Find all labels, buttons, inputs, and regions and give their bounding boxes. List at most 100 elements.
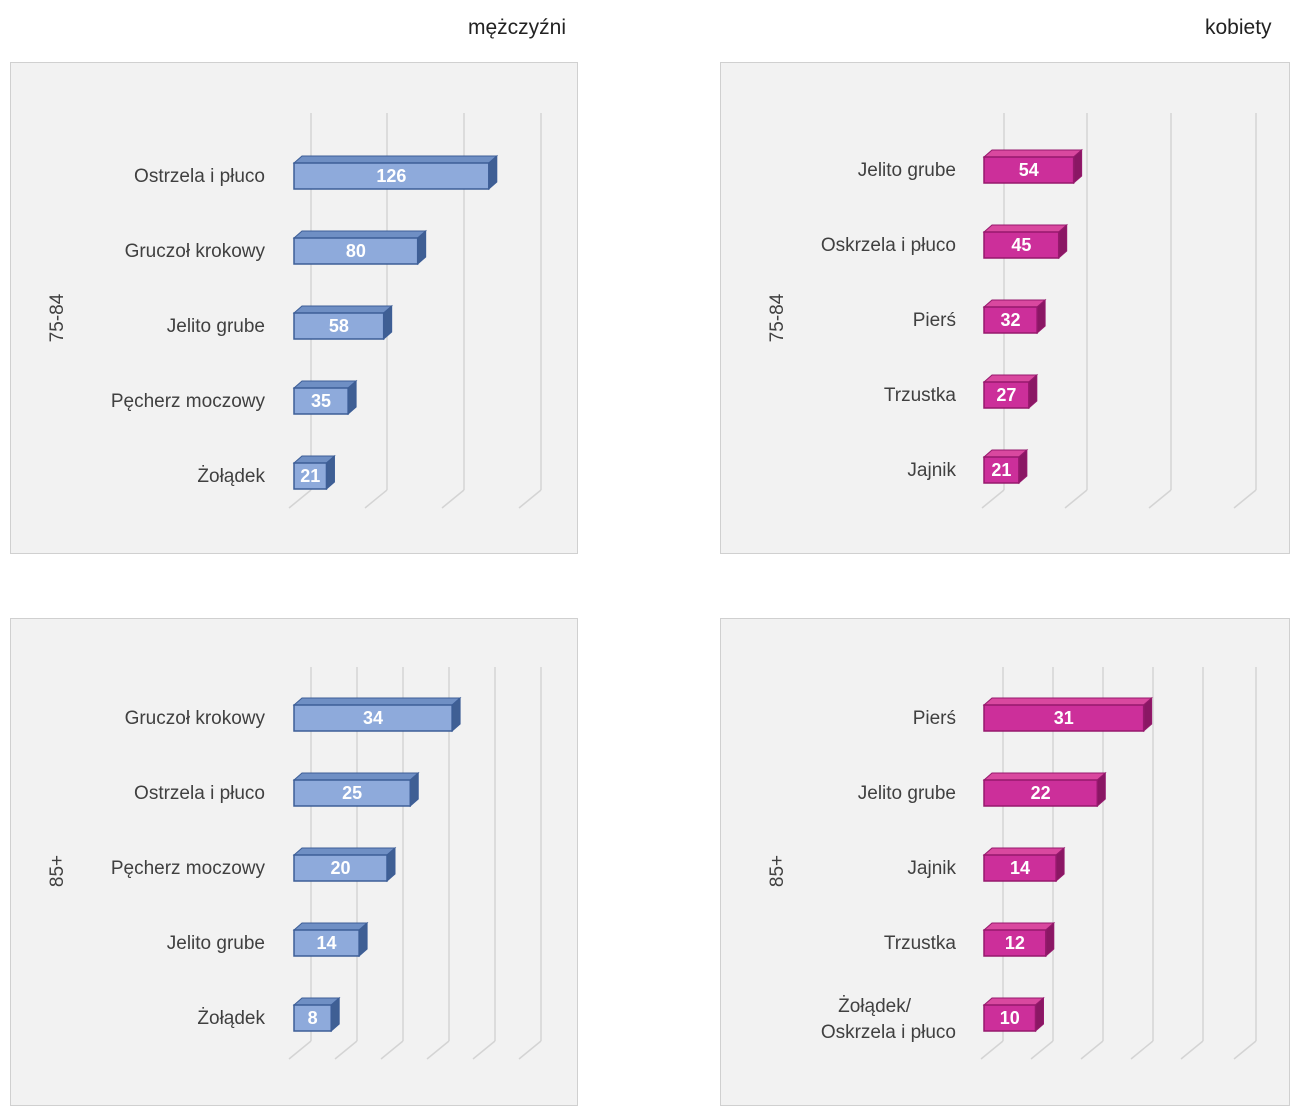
- gridline-floor: [1064, 489, 1088, 509]
- data-label: 45: [1011, 235, 1031, 255]
- data-label: 54: [1019, 160, 1039, 180]
- category-label: Jelito grube: [858, 783, 956, 804]
- bar-top: [292, 697, 462, 706]
- bar-top: [982, 772, 1107, 781]
- bar: [292, 696, 462, 733]
- data-label: 126: [376, 166, 406, 186]
- data-label: 27: [996, 385, 1016, 405]
- data-label: 14: [317, 933, 337, 953]
- data-label: 21: [991, 460, 1011, 480]
- category-label: Jelito grube: [167, 933, 265, 954]
- bar-front: [983, 231, 1060, 259]
- data-label: 34: [363, 708, 383, 728]
- category-label: Żołądek/Oskrzela i płuco: [821, 996, 956, 1043]
- chart-women-85plus: 85+ 31 Pierś 22 Jelito grube 14 Jajnik 12 Trzust…: [720, 618, 1290, 1106]
- category-label: Żołądek: [197, 1008, 265, 1029]
- bar-front: [983, 456, 1020, 484]
- data-label: 12: [1005, 933, 1025, 953]
- data-label: 31: [1054, 708, 1074, 728]
- gridline-floor: [980, 1040, 1004, 1060]
- bar-front: [983, 854, 1057, 882]
- bar-front: [983, 381, 1030, 409]
- data-label: 80: [346, 241, 366, 261]
- bar: [982, 148, 1083, 185]
- header-men: mężczyźni: [468, 16, 567, 39]
- data-label: 58: [329, 316, 349, 336]
- bar-top: [292, 772, 420, 781]
- gridline-floor: [426, 1040, 450, 1060]
- data-label: 10: [1000, 1008, 1020, 1028]
- bar: [982, 223, 1069, 260]
- category-label: Pęcherz moczowy: [111, 858, 266, 879]
- bar-top: [982, 997, 1045, 1006]
- bar: [292, 154, 499, 191]
- bar: [982, 298, 1047, 335]
- bar-front: [983, 704, 1145, 732]
- category-label: Pierś: [913, 708, 956, 729]
- bar-top: [292, 155, 499, 164]
- data-label: 35: [311, 391, 331, 411]
- gridline-floor: [334, 1040, 358, 1060]
- bar-front: [293, 704, 453, 732]
- gridline-floor: [472, 1040, 496, 1060]
- age-group-label: 85+: [47, 855, 68, 887]
- gridline-floor: [1233, 1040, 1257, 1060]
- chart-men-75-84: 75-84 126 Ostrzela i płuco 80 Gruczoł krokow…: [10, 62, 578, 554]
- chart-women-75-84: 75-84 54 Jelito grube 45 Oskrzela i płuco 32 P…: [720, 62, 1290, 554]
- bar-front: [983, 306, 1038, 334]
- category-label: Trzustka: [884, 385, 957, 406]
- age-group-label: 85+: [767, 855, 788, 887]
- bar: [982, 996, 1045, 1033]
- data-label: 32: [1001, 310, 1021, 330]
- bar-front: [293, 854, 388, 882]
- data-label: 25: [342, 783, 362, 803]
- chart-svg: 75-84 126 Ostrzela i płuco 80 Gruczoł krokow…: [47, 113, 542, 509]
- age-group-label: 75-84: [47, 293, 68, 342]
- data-label: 22: [1031, 783, 1051, 803]
- data-label: 14: [1010, 858, 1030, 878]
- gridline-floor: [1080, 1040, 1104, 1060]
- category-label: Gruczoł krokowy: [125, 241, 266, 262]
- bar: [292, 379, 358, 416]
- bar: [292, 454, 336, 491]
- bar-front: [983, 779, 1099, 807]
- bar: [982, 846, 1066, 883]
- category-label: Jelito grube: [858, 160, 956, 181]
- category-label: Gruczoł krokowy: [125, 708, 266, 729]
- category-label: Żołądek: [197, 466, 265, 487]
- bar-top: [292, 230, 428, 239]
- bar-front: [293, 312, 385, 340]
- gridline-floor: [364, 489, 388, 509]
- bar-top: [292, 305, 393, 314]
- bar-front: [293, 387, 349, 415]
- bar-top: [982, 697, 1153, 706]
- bar: [292, 996, 341, 1033]
- bar-top: [292, 380, 358, 389]
- data-label: 20: [330, 858, 350, 878]
- chart-svg: 85+ 31 Pierś 22 Jelito grube 14 Jajnik 12 Trzust…: [767, 667, 1257, 1060]
- category-label: Ostrzela i płuco: [134, 783, 265, 804]
- bar: [292, 229, 428, 266]
- bar: [982, 771, 1107, 808]
- category-label: Jajnik: [907, 858, 956, 879]
- bar-top: [982, 149, 1083, 158]
- gridline-floor: [981, 489, 1005, 509]
- bar: [982, 696, 1153, 733]
- bar-front: [293, 237, 419, 265]
- bar-top: [982, 847, 1066, 856]
- bar-top: [292, 847, 397, 856]
- category-label: Oskrzela i płuco: [821, 235, 956, 256]
- gridline-floor: [1148, 489, 1172, 509]
- bar-top: [982, 922, 1056, 931]
- bar: [292, 771, 420, 808]
- category-label: Pierś: [913, 310, 956, 331]
- header-women: kobiety: [1205, 16, 1272, 39]
- data-label: 8: [308, 1008, 318, 1028]
- bar-top: [982, 374, 1039, 383]
- gridline-floor: [380, 1040, 404, 1060]
- bar: [982, 921, 1056, 958]
- gridline-floor: [1233, 489, 1257, 509]
- bar: [982, 373, 1039, 410]
- category-label: Trzustka: [884, 933, 957, 954]
- chart-svg: 85+ 34 Gruczoł krokowy 25 Ostrzela i płuco 20…: [47, 667, 542, 1060]
